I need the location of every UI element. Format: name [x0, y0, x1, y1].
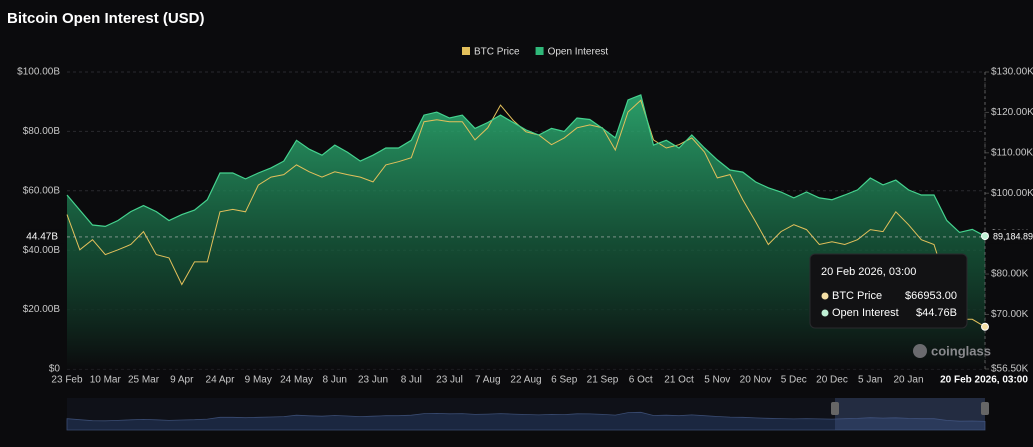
tooltip: 20 Feb 2026, 03:00 BTC Price $66953.00 Open…	[809, 253, 968, 329]
x-tick-label: 8 Jul	[401, 375, 422, 386]
line	[66, 99, 986, 328]
tooltip-value: $66953.00	[905, 290, 957, 302]
x-tick-label: 24 May	[280, 375, 313, 386]
x-tick-label: 5 Jan	[858, 375, 882, 386]
x-tick-label: 22 Aug	[510, 375, 541, 386]
area	[67, 94, 985, 370]
x-tick-label: 23 Jul	[436, 375, 463, 386]
crosshair-label-bg	[26, 229, 64, 244]
watermark-logo	[913, 344, 927, 358]
x-tick-label: 5 Nov	[704, 375, 730, 386]
tooltip-title: 20 Feb 2026, 03:00	[821, 266, 916, 278]
legend-label: Open Interest	[548, 47, 609, 58]
end-point	[981, 232, 989, 241]
x-current-label: 20 Feb 2026, 03:00	[940, 375, 1028, 386]
y-tick-label: $20.00B	[23, 304, 61, 315]
y-tick-label: $0	[49, 364, 61, 375]
tooltip-name: Open Interest	[832, 307, 899, 319]
x-tick-label: 10 Mar	[90, 375, 122, 386]
tooltip-dot	[821, 309, 829, 317]
x-tick-label: 21 Oct	[664, 375, 694, 386]
crosshair-label-bg	[990, 229, 1032, 244]
tooltip-value: $44.76B	[916, 307, 957, 319]
legend: BTC Price Open Interest	[462, 47, 608, 58]
end-point	[981, 322, 989, 331]
x-tick-label: 21 Sep	[587, 375, 619, 386]
y2-tick-label: $130.00K	[991, 67, 1033, 78]
y2-tick-label: $100.00K	[991, 188, 1033, 199]
line	[66, 94, 986, 237]
y2-tick-label: $110.00K	[991, 147, 1033, 158]
x-tick-label: 23 Feb	[51, 375, 83, 386]
navigator-area	[66, 411, 986, 431]
x-tick-label: 7 Aug	[475, 375, 501, 386]
x-tick-label: 6 Oct	[629, 375, 653, 386]
x-tick-label: 9 Apr	[170, 375, 194, 386]
y-tick-label: $100.00B	[17, 67, 60, 78]
x-current-bg	[945, 372, 1025, 387]
x-tick-label: 9 May	[245, 375, 272, 386]
crosshair-y-label: 44.47B	[26, 232, 58, 243]
watermark: coinglass	[931, 343, 991, 358]
y2-tick-label: $70.00K	[991, 309, 1029, 320]
x-tick-label: 24 Apr	[206, 375, 236, 386]
navigator-handle[interactable]	[981, 402, 989, 415]
tooltip-name: BTC Price	[832, 290, 882, 302]
legend-swatch	[462, 47, 470, 55]
x-tick-label: 8 Jun	[323, 375, 347, 386]
y-tick-label: $80.00B	[23, 126, 61, 137]
x-tick-label: 6 Sep	[551, 375, 578, 386]
x-tick-label: 20 Dec	[816, 375, 848, 386]
navigator-handle[interactable]	[831, 402, 839, 415]
y-tick-label: $60.00B	[23, 185, 61, 196]
crosshair-y2-label: 89,184.89	[993, 231, 1033, 241]
tooltip-dot	[821, 292, 829, 300]
y2-tick-label: $56.50K	[991, 364, 1029, 375]
x-tick-label: 20 Nov	[740, 375, 772, 386]
x-tick-label: 5 Dec	[781, 375, 807, 386]
y-tick-label: $40.00B	[23, 245, 61, 256]
x-tick-label: 23 Jun	[358, 375, 388, 386]
tooltip-box	[809, 253, 968, 329]
y2-tick-label: $120.00K	[991, 107, 1033, 118]
x-tick-label: 25 Mar	[128, 375, 160, 386]
x-tick-label: 20 Jan	[893, 375, 923, 386]
legend-label: BTC Price	[474, 47, 520, 58]
legend-swatch	[535, 47, 544, 55]
y2-tick-label: $80.00K	[991, 269, 1029, 280]
chart-title: Bitcoin Open Interest (USD)	[7, 10, 205, 27]
navigator-selection	[835, 398, 985, 430]
